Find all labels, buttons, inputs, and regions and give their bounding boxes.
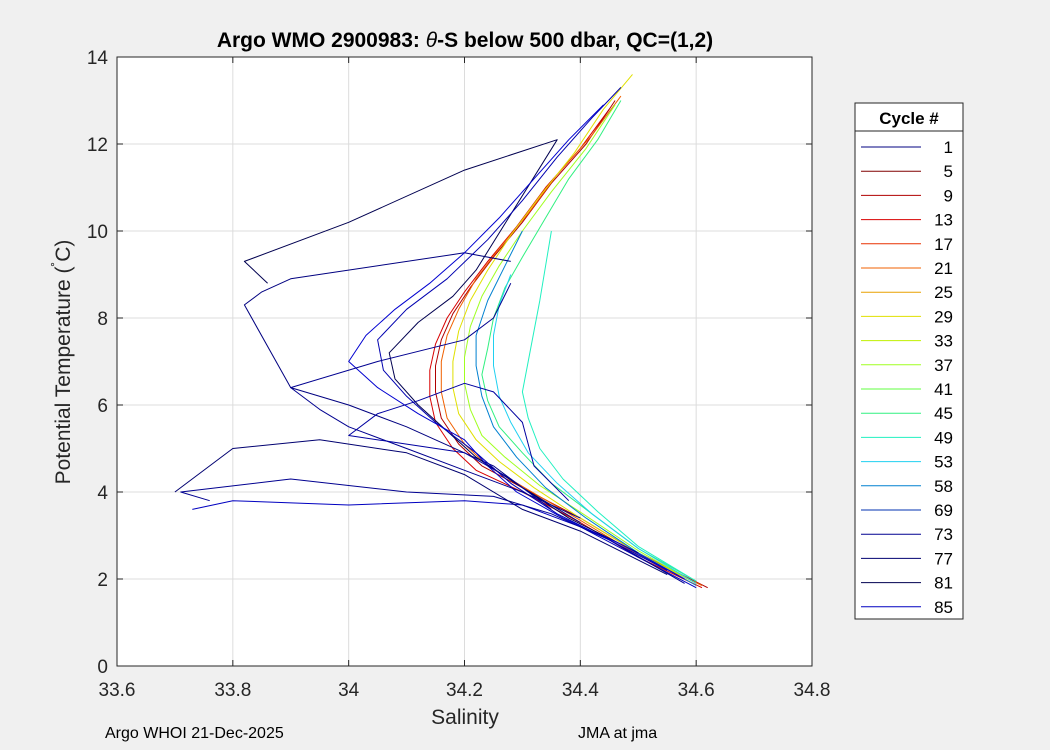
series-line-yellow: [452, 74, 697, 584]
x-axis-label: Salinity: [431, 706, 499, 729]
legend-label: 81: [934, 574, 953, 593]
y-tick-label: 4: [97, 483, 108, 504]
legend-label: 58: [934, 477, 953, 496]
y-tick-label: 0: [97, 657, 108, 678]
y-tick-label: 2: [97, 570, 108, 591]
legend-label: 37: [934, 356, 953, 375]
series-line-blue-6: [377, 87, 668, 571]
legend-title: Cycle #: [879, 109, 939, 128]
y-tick-label: 14: [87, 48, 109, 69]
legend-label: 29: [934, 307, 953, 326]
legend-label: 85: [934, 598, 953, 617]
series-line-blue-8: [290, 282, 581, 519]
series-line-blue-9: [348, 382, 570, 510]
y-tick-label: 12: [87, 135, 108, 156]
y-tick-label: 6: [97, 396, 108, 417]
x-tick-label: 33.8: [214, 680, 251, 701]
series-line-blue-3: [174, 439, 668, 576]
x-tick-label: 34.6: [678, 680, 715, 701]
legend-label: 53: [934, 453, 953, 472]
legend-label: 21: [934, 259, 953, 278]
legend-label: 45: [934, 404, 953, 423]
chart-title: Argo WMO 2900983: θ-S below 500 dbar, QC…: [217, 29, 713, 52]
x-tick-label: 34.4: [562, 680, 599, 701]
axis-ticks: 33.6 33.8 34 34.2 34.4 34.6 34.8 0 2 4 6 8 10 12 14: [87, 48, 831, 701]
series-line-orange: [440, 95, 703, 586]
legend-label: 77: [934, 549, 953, 568]
footer-source: Argo WHOI 21-Dec-2025: [105, 725, 284, 742]
y-tick-label: 10: [87, 222, 108, 243]
legend-label: 5: [944, 162, 953, 181]
legend-label: 25: [934, 283, 953, 302]
legend-label: 41: [934, 380, 953, 399]
legend-label: 17: [934, 235, 953, 254]
legend-label: 9: [944, 186, 953, 205]
series-line-aqua: [521, 230, 697, 582]
legend-label: 69: [934, 501, 953, 520]
y-axis-label: Potential Temperature (˚C): [49, 240, 75, 485]
x-tick-label: 33.6: [99, 680, 136, 701]
x-tick-label: 34: [338, 680, 360, 701]
legend-label: 1: [944, 138, 953, 157]
legend-label: 33: [934, 332, 953, 351]
legend-label: 49: [934, 428, 953, 447]
y-tick-label: 8: [97, 309, 108, 330]
legend-items: 1 5 9 13 17 21 25 29 33 37 41 45 49 53 58 69 73 77 81 85: [861, 138, 953, 617]
legend: Cycle # 1 5 9 13 17 21 25 29 33 37 41 45 49 53 58 69 73 7…: [854, 102, 964, 620]
legend-box: [854, 102, 964, 620]
series-line-cyan: [493, 274, 697, 584]
series-line-blue-1: [192, 500, 697, 589]
legend-label: 73: [934, 525, 953, 544]
x-tick-label: 34.2: [446, 680, 483, 701]
x-tick-label: 34.8: [794, 680, 831, 701]
data-series: [174, 74, 708, 589]
series-line-green: [481, 100, 697, 582]
legend-label: 13: [934, 211, 953, 230]
series-line-blue-7: [348, 104, 685, 580]
series-line-blue-mid: [475, 230, 697, 586]
footer-credit: JMA at jma: [578, 725, 658, 742]
